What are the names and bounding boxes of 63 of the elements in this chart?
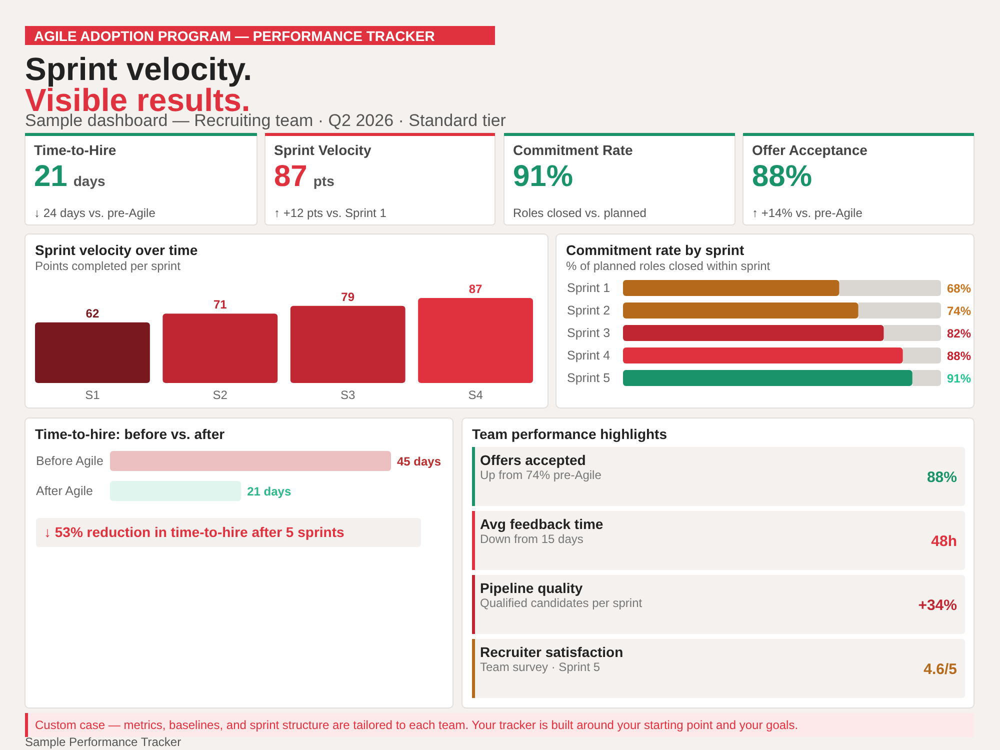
text: days: [73, 173, 106, 189]
text: Roles closed vs. planned: [513, 206, 646, 220]
text: pts: [313, 173, 335, 189]
data-label: 79: [341, 290, 355, 304]
x-tick-label: S4: [468, 388, 484, 402]
text: Qualified candidates per sprint: [480, 596, 643, 610]
data-label: 71: [213, 298, 228, 312]
text: 88%: [926, 469, 957, 486]
x-tick-label: S1: [85, 388, 100, 402]
text: 48h: [931, 533, 957, 550]
text: Offers accepted: [480, 452, 586, 468]
text: Avg feedback time: [480, 516, 604, 532]
text: Down from 15 days: [480, 532, 584, 546]
bar: [290, 306, 406, 383]
chart-title: Sprint velocity over time: [35, 242, 198, 258]
text: AGILE ADOPTION PROGRAM — PERFORMANCE TRACKER: [34, 28, 435, 44]
y-tick-label: Sprint 4: [567, 348, 610, 362]
data-label: 45 days: [397, 454, 442, 468]
text: Recruiter satisfaction: [480, 644, 624, 660]
y-tick-label: After Agile: [36, 484, 94, 498]
text: 87: [274, 160, 308, 193]
x-tick-label: S3: [340, 388, 356, 402]
data-label: 68%: [947, 282, 972, 296]
text: +34%: [918, 597, 957, 614]
data-label: 74%: [947, 304, 972, 318]
chart-title: Commitment rate by sprint: [566, 242, 744, 258]
chart-subtitle: % of planned roles closed within sprint: [566, 259, 771, 273]
y-tick-label: Before Agile: [36, 454, 104, 468]
bar: [418, 298, 533, 383]
text: Team performance highlights: [472, 426, 668, 442]
text: Sample dashboard — Recruiting team · Q2 2026 · Standard tier: [25, 111, 506, 130]
bar: [162, 314, 278, 383]
data-label: 87: [468, 282, 483, 296]
text: Commitment Rate: [513, 142, 634, 158]
text: 4.6/5: [924, 661, 957, 678]
chart-subtitle: Points completed per sprint: [35, 259, 182, 273]
data-label: 91%: [947, 372, 972, 386]
y-tick-label: Sprint 5: [567, 371, 610, 385]
text: 91%: [513, 160, 574, 193]
text: Pipeline quality: [480, 580, 583, 596]
data-label: 88%: [947, 349, 972, 363]
text: ↑ +12 pts vs. Sprint 1: [274, 206, 387, 220]
data-label: 21 days: [247, 484, 292, 498]
text: ↓ 24 days vs. pre-Agile: [34, 206, 156, 220]
data-label: 82%: [947, 326, 972, 340]
text: ↑ +14% vs. pre-Agile: [752, 206, 863, 220]
text: ↓ 53% reduction in time-to-hire after 5 sprints: [44, 524, 344, 540]
text: Offer Acceptance: [752, 142, 868, 158]
chart-title: Time-to-hire: before vs. after: [35, 426, 226, 442]
text: 21: [34, 160, 68, 193]
data-label: 62: [86, 306, 100, 320]
y-tick-label: Sprint 3: [567, 326, 610, 340]
text: Custom case — metrics, baselines, and sprint structure are tailored to each team. Your tracker is built around your starting point and your goals.: [35, 718, 798, 732]
bar: [35, 322, 150, 383]
y-tick-label: Sprint 1: [567, 281, 610, 295]
text: Sample Performance Tracker: [25, 735, 182, 749]
text: Up from 74% pre-Agile: [480, 468, 602, 482]
x-tick-label: S2: [212, 388, 228, 402]
text: 88%: [752, 160, 812, 193]
y-tick-label: Sprint 2: [567, 304, 610, 318]
text: Team survey · Sprint 5: [480, 660, 600, 674]
text: Sprint Velocity: [274, 142, 372, 158]
text: Time-to-Hire: [34, 142, 116, 158]
